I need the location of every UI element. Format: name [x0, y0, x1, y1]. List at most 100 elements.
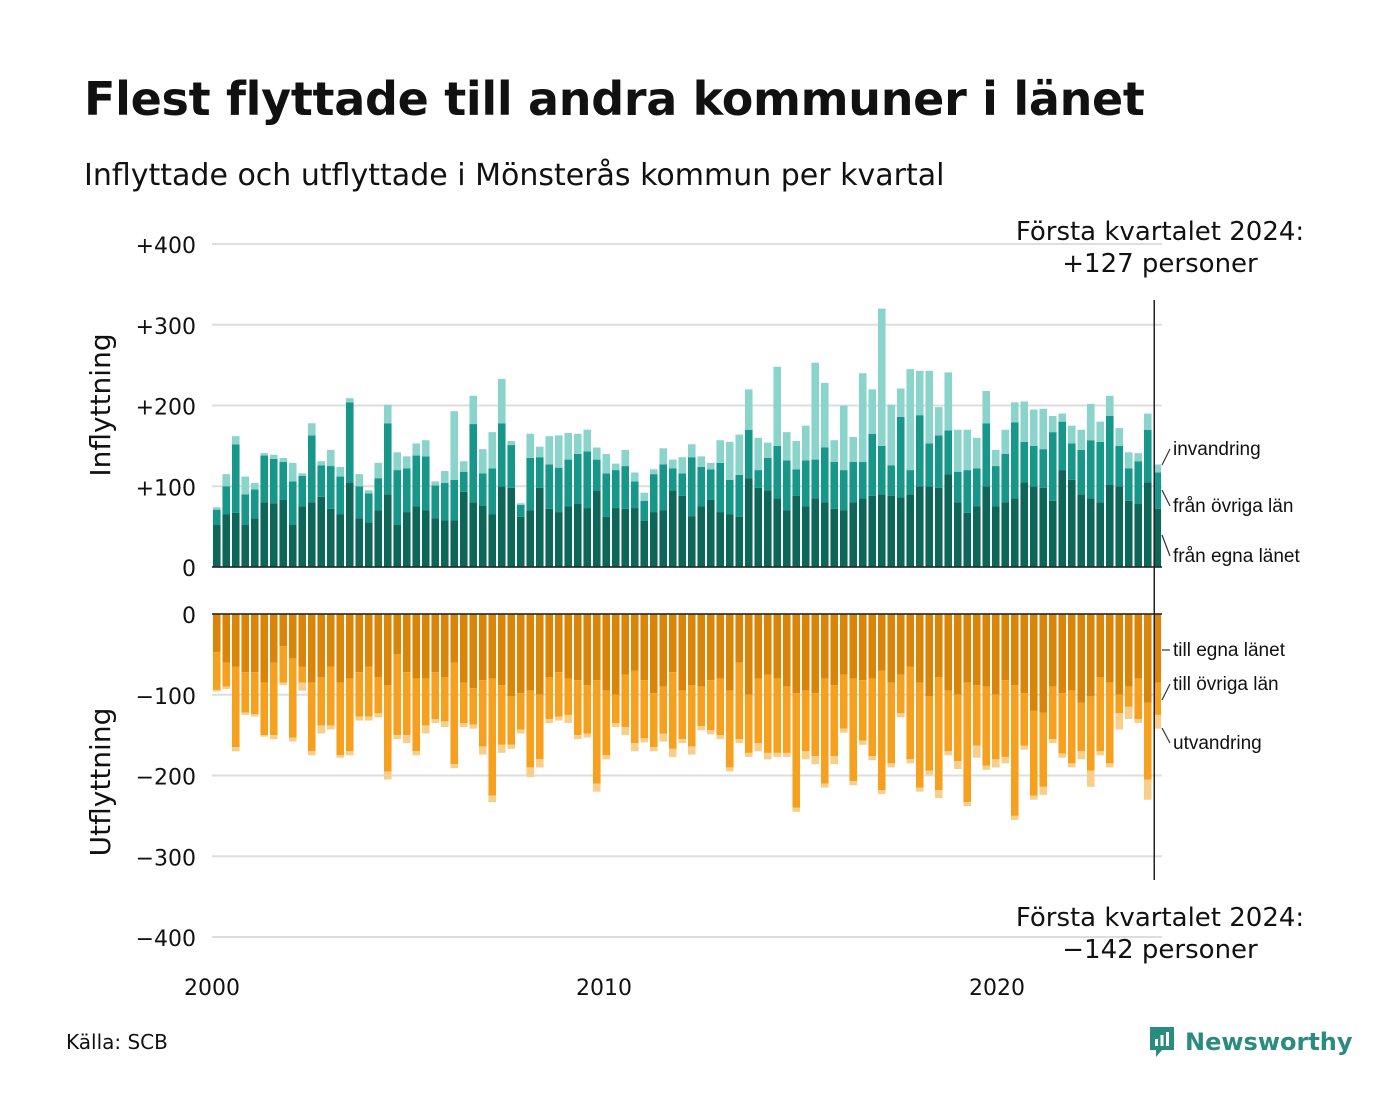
bar-egna_in: [231, 512, 240, 567]
bar-ovriga_in: [440, 483, 449, 521]
bar-invandring: [364, 490, 373, 494]
bar-invandring: [1105, 395, 1114, 416]
bar-egna_in: [288, 525, 297, 567]
bar-egna_ut: [317, 614, 326, 677]
bar-egna_ut: [716, 614, 725, 679]
bar-egna_in: [839, 510, 848, 567]
bar-ovriga_in: [896, 416, 905, 498]
bar-ovriga_ut: [431, 672, 440, 719]
bar-ovriga_in: [288, 481, 297, 525]
bar-egna_ut: [469, 614, 478, 689]
bar-invandring: [868, 389, 877, 434]
bar-ovriga_ut: [497, 685, 506, 745]
bar-egna_ut: [545, 614, 554, 677]
bar-invandring: [1115, 428, 1124, 446]
bar-ovriga_in: [602, 473, 611, 517]
bar-utvandring: [1048, 739, 1057, 744]
bar-invandring: [1067, 425, 1076, 444]
bar-utvandring: [1020, 745, 1029, 750]
bar-egna_ut: [279, 614, 288, 647]
bar-utvandring: [725, 767, 734, 772]
bar-ovriga_in: [564, 459, 573, 507]
bar-utvandring: [621, 727, 630, 736]
bar-utvandring: [488, 795, 497, 803]
end-label-bottom: utvandring: [1173, 733, 1262, 754]
bar-ovriga_ut: [611, 694, 620, 724]
bar-utvandring: [953, 760, 962, 770]
bar-ovriga_ut: [754, 678, 763, 744]
bar-utvandring: [1143, 779, 1152, 800]
bar-invandring: [744, 389, 753, 430]
bar-ovriga_in: [668, 468, 677, 491]
bar-utvandring: [1115, 713, 1124, 730]
y-tick-label: +400: [136, 234, 196, 259]
bar-utvandring: [754, 743, 763, 752]
bar-utvandring: [231, 747, 240, 752]
bar-ovriga_ut: [317, 676, 326, 726]
bar-ovriga_in: [1029, 445, 1038, 487]
bar-egna_ut: [1020, 614, 1029, 694]
bar-egna_in: [687, 516, 696, 567]
bar-ovriga_in: [754, 470, 763, 488]
bar-utvandring: [982, 765, 991, 770]
bar-egna_in: [450, 520, 459, 567]
bar-invandring: [621, 449, 630, 467]
bar-utvandring: [668, 748, 677, 757]
bar-egna_in: [564, 506, 573, 567]
bar-egna_ut: [944, 614, 953, 691]
bar-utvandring: [1086, 770, 1095, 787]
bar-egna_ut: [250, 614, 259, 673]
bar-egna_ut: [1029, 614, 1038, 711]
bar-ovriga_in: [298, 475, 307, 507]
bar-utvandring: [355, 716, 364, 721]
bar-utvandring: [820, 783, 829, 788]
bar-invandring: [250, 483, 259, 490]
bar-egna_in: [868, 495, 877, 567]
bar-invandring: [402, 456, 411, 469]
bar-invandring: [706, 462, 715, 470]
bar-ovriga_ut: [535, 694, 544, 760]
bar-ovriga_ut: [792, 693, 801, 808]
bar-utvandring: [963, 802, 972, 807]
bar-ovriga_in: [906, 470, 915, 495]
bar-egna_ut: [649, 614, 658, 694]
bar-egna_ut: [269, 614, 278, 663]
bar-egna_ut: [659, 614, 668, 687]
bar-utvandring: [393, 735, 402, 740]
bar-egna_in: [260, 502, 269, 567]
bar-utvandring: [279, 682, 288, 686]
bar-utvandring: [364, 716, 373, 721]
bar-ovriga_ut: [716, 678, 725, 736]
bar-ovriga_ut: [250, 672, 259, 715]
bar-egna_in: [763, 490, 772, 567]
bar-egna_in: [469, 502, 478, 567]
bar-ovriga_in: [583, 451, 592, 509]
bar-ovriga_ut: [1010, 685, 1019, 816]
bar-ovriga_ut: [288, 658, 297, 738]
y-tick-label: +300: [136, 315, 196, 340]
y-tick-label: 0: [182, 604, 196, 629]
bar-utvandring: [1039, 786, 1048, 795]
bar-invandring: [773, 366, 782, 446]
bar-invandring: [1086, 403, 1095, 441]
bar-ovriga_ut: [269, 662, 278, 736]
bar-utvandring: [326, 725, 335, 730]
bar-egna_ut: [906, 614, 915, 667]
bar-ovriga_in: [830, 462, 839, 509]
bar-invandring: [839, 405, 848, 471]
bar-ovriga_ut: [887, 682, 896, 764]
bar-utvandring: [1105, 763, 1114, 768]
bar-utvandring: [1029, 795, 1038, 800]
bar-invandring: [725, 441, 734, 480]
bar-ovriga_in: [953, 471, 962, 503]
bar-utvandring: [763, 752, 772, 760]
bar-invandring: [830, 440, 839, 463]
bar-ovriga_in: [592, 459, 601, 491]
bar-ovriga_ut: [725, 690, 734, 768]
bar-egna_ut: [782, 614, 791, 687]
bar-ovriga_ut: [402, 672, 411, 736]
bar-ovriga_in: [497, 423, 506, 487]
bar-egna_ut: [668, 614, 677, 673]
bar-ovriga_ut: [763, 674, 772, 753]
bar-invandring: [1029, 409, 1038, 446]
